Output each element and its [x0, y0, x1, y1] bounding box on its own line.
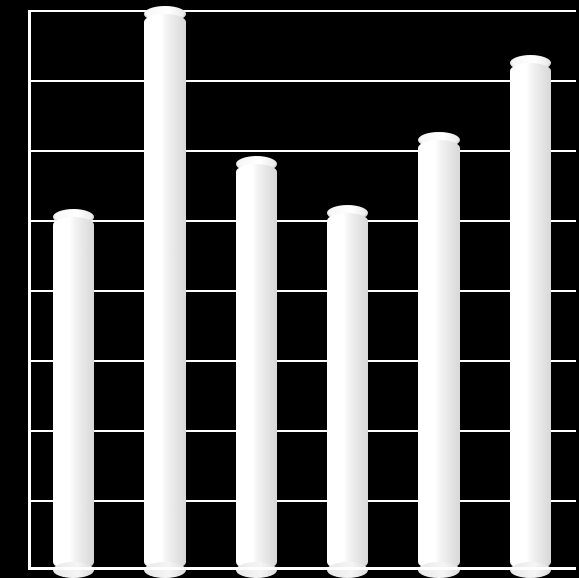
bar	[236, 164, 277, 570]
bar	[53, 217, 94, 571]
plot-area	[28, 10, 576, 570]
bar	[144, 14, 185, 571]
bar-body	[510, 63, 551, 571]
x-baseline	[28, 567, 576, 570]
bar	[510, 63, 551, 571]
bar	[418, 140, 459, 571]
bar-body	[53, 217, 94, 571]
bar-body	[236, 164, 277, 570]
bars-layer	[28, 10, 576, 570]
bar-chart	[0, 0, 579, 578]
bar-body	[144, 14, 185, 571]
bar	[327, 213, 368, 570]
bar-body	[327, 213, 368, 570]
bar-body	[418, 140, 459, 571]
